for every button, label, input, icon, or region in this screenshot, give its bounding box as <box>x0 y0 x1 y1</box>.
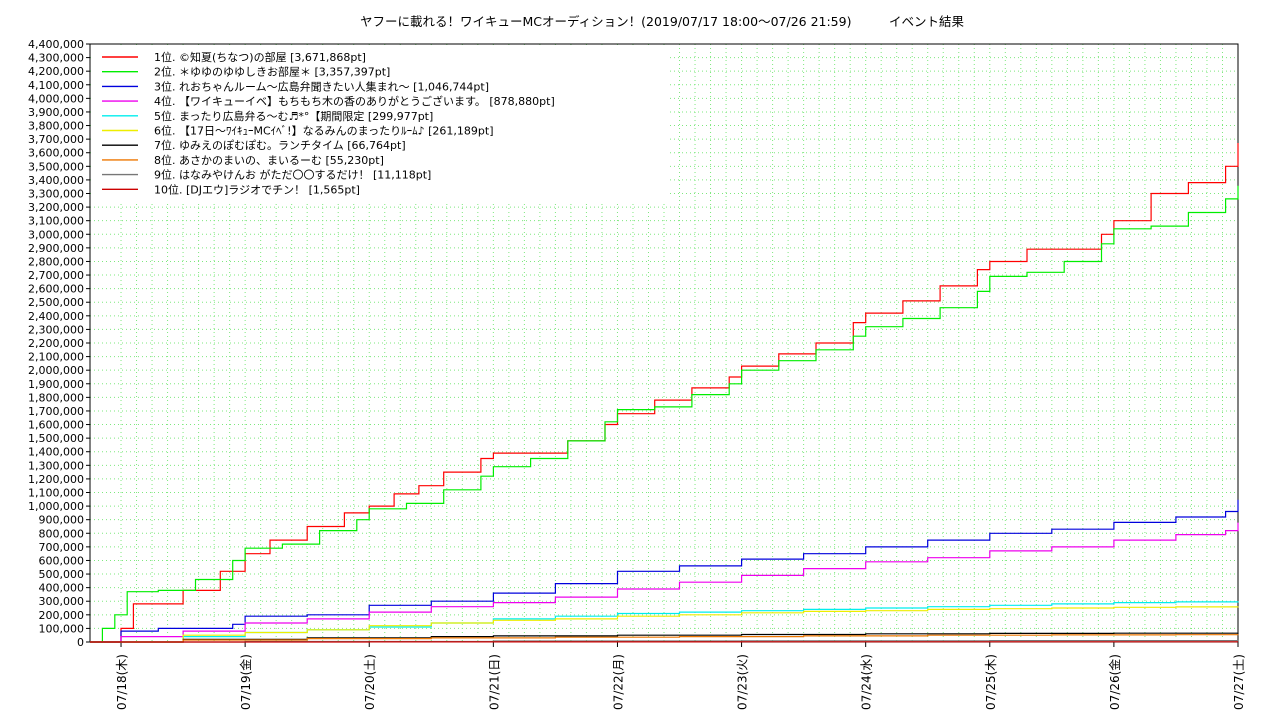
y-tick-label: 2,200,000 <box>28 337 84 350</box>
x-tick-label: 07/20(土) <box>363 654 377 710</box>
y-tick-label: 300,000 <box>39 595 85 608</box>
y-tick-label: 900,000 <box>39 514 85 527</box>
y-tick-label: 3,900,000 <box>28 106 84 119</box>
x-tick-label: 07/24(水) <box>860 654 874 710</box>
series-line-8 <box>90 634 1239 643</box>
legend: 1位. ©知夏(ちなつ)の部屋 [3,671,868pt]2位. ＊ゆゆのゆゆし… <box>94 48 668 203</box>
y-tick-label: 2,600,000 <box>28 283 84 296</box>
x-axis-ticks: 07/18(木) 07/19(金) 07/20(土) 07/21(日) 07/22(月)… <box>115 642 1246 710</box>
y-tick-label: 3,000,000 <box>28 228 84 241</box>
legend-entry: 6位. 【17日～ﾜｲｷｭｰMCｲﾍﾞ!】なるみんのまったりﾙｰﾑ♪ [261,… <box>154 124 494 138</box>
y-tick-label: 2,100,000 <box>28 351 84 364</box>
legend-entry: 9位. はなみやけんお がただ〇〇するだけ！ [11,118pt] <box>154 168 431 182</box>
legend-box <box>94 48 668 203</box>
series-lines <box>90 143 1239 643</box>
y-tick-label: 3,200,000 <box>28 201 84 214</box>
series-line-4 <box>90 522 1239 643</box>
y-tick-label: 3,500,000 <box>28 160 84 173</box>
x-tick-label: 07/23(火) <box>736 654 750 710</box>
y-tick-label: 3,400,000 <box>28 174 84 187</box>
y-tick-label: 1,200,000 <box>28 473 84 486</box>
x-tick-label: 07/22(月) <box>611 654 625 710</box>
y-tick-label: 200,000 <box>39 609 85 622</box>
y-tick-label: 1,600,000 <box>28 419 84 432</box>
y-tick-label: 3,100,000 <box>28 215 84 228</box>
x-tick-label: 07/26(金) <box>1107 654 1122 710</box>
chart-title: ヤフーに載れる！ワイキューMCオーディション！(2019/07/17 18:00… <box>360 14 964 29</box>
legend-entry: 4位. 【ワイキューイベ】もちもち木の香のありがとうございます。 [878,88… <box>154 94 555 108</box>
y-tick-label: 3,300,000 <box>28 188 84 201</box>
y-tick-label: 1,800,000 <box>28 391 84 404</box>
y-tick-label: 1,900,000 <box>28 378 84 391</box>
y-tick-label: 1,300,000 <box>28 459 84 472</box>
y-tick-label: 2,700,000 <box>28 269 84 282</box>
y-tick-label: 2,500,000 <box>28 296 84 309</box>
y-tick-label: 2,800,000 <box>28 255 84 268</box>
y-tick-label: 4,300,000 <box>28 52 84 65</box>
y-tick-label: 1,400,000 <box>28 446 84 459</box>
legend-entry: 2位. ＊ゆゆのゆゆしきお部屋＊ [3,357,397pt] <box>154 65 390 79</box>
y-tick-label: 2,000,000 <box>28 364 84 377</box>
y-tick-label: 700,000 <box>39 541 85 554</box>
y-tick-label: 4,400,000 <box>28 38 84 51</box>
y-tick-label: 3,700,000 <box>28 133 84 146</box>
y-tick-label: 2,400,000 <box>28 310 84 323</box>
y-tick-label: 2,900,000 <box>28 242 84 255</box>
y-axis-ticks: 0100,000200,000300,000400,000500,000600,… <box>28 38 90 649</box>
grid <box>90 43 1239 643</box>
legend-entry: 8位. あさかのまいの、まいるーむ [55,230pt] <box>154 153 384 167</box>
legend-entry: 3位. れおちゃんルーム～広島弁聞きたい人集まれ～ [1,046,744pt] <box>154 79 489 93</box>
y-tick-label: 3,800,000 <box>28 120 84 133</box>
series-line-5 <box>90 601 1239 643</box>
y-tick-label: 100,000 <box>39 622 85 635</box>
legend-entry: 7位. ゆみえのぽむぽむ。ランチタイム [66,764pt] <box>154 138 406 152</box>
y-tick-label: 600,000 <box>39 554 85 567</box>
y-tick-label: 800,000 <box>39 527 85 540</box>
legend-entry: 1位. ©知夏(ちなつ)の部屋 [3,671,868pt] <box>154 50 366 64</box>
y-tick-label: 0 <box>77 636 84 649</box>
legend-entry: 5位. まったり広島弁る～む♬*°【期間限定 [299,977pt] <box>154 109 433 123</box>
y-tick-label: 2,300,000 <box>28 323 84 336</box>
y-tick-label: 3,600,000 <box>28 147 84 160</box>
y-tick-label: 400,000 <box>39 582 85 595</box>
series-line-6 <box>90 606 1239 643</box>
x-tick-label: 07/25(木) <box>984 654 998 710</box>
y-tick-label: 4,000,000 <box>28 92 84 105</box>
y-tick-label: 1,000,000 <box>28 500 84 513</box>
y-tick-label: 4,200,000 <box>28 65 84 78</box>
y-tick-label: 1,700,000 <box>28 405 84 418</box>
x-tick-label: 07/21(日) <box>487 654 501 710</box>
x-tick-label: 07/27(土) <box>1232 654 1246 710</box>
x-tick-label: 07/19(金) <box>238 654 253 710</box>
legend-entry: 10位. [DJエウ]ラジオでチン！ [1,565pt] <box>154 182 360 196</box>
x-tick-label: 07/18(木) <box>115 654 129 710</box>
y-tick-label: 1,500,000 <box>28 432 84 445</box>
y-tick-label: 1,100,000 <box>28 487 84 500</box>
series-line-2 <box>90 185 1239 643</box>
y-tick-label: 500,000 <box>39 568 85 581</box>
y-tick-label: 4,100,000 <box>28 79 84 92</box>
series-line-3 <box>90 499 1239 643</box>
